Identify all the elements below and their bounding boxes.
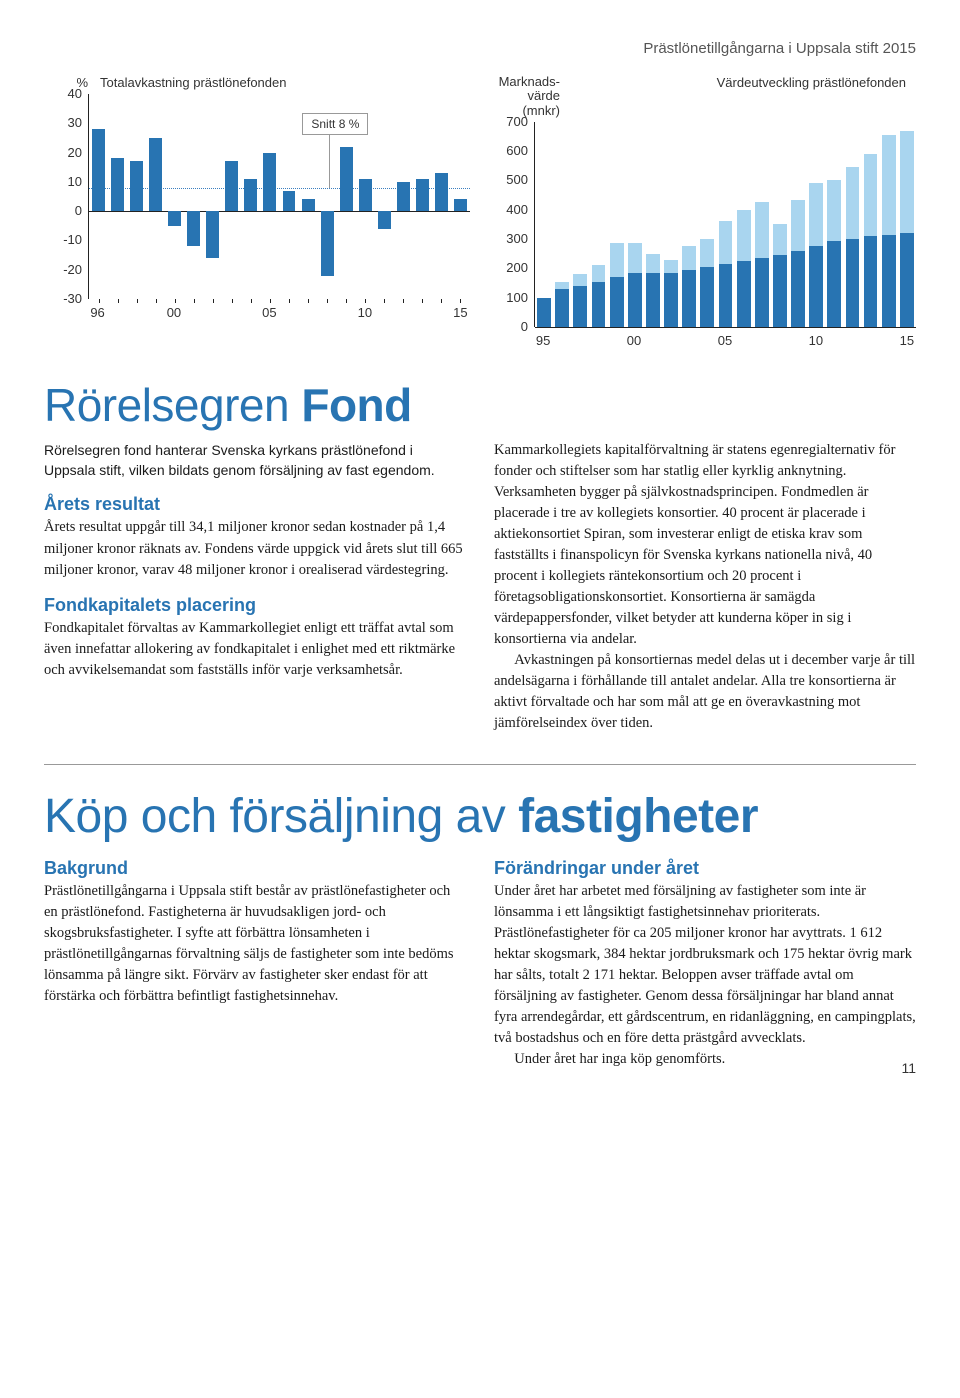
section-fond: Rörelsegren Fond Rörelsegren fond hanter… <box>44 378 916 734</box>
heading-forandringar: Förändringar under året <box>494 858 916 879</box>
text-forandringar-2: Under året har inga köp genomförts. <box>494 1049 916 1070</box>
charts-row: % Totalavkastning prästlönefonden 403020… <box>44 75 916 348</box>
chart2-x-axis: 9500051015 <box>534 333 916 348</box>
chart2-ylabel: Marknads- värde (mnkr) <box>490 75 560 118</box>
heading-arets-resultat: Årets resultat <box>44 494 466 515</box>
title-light: Köp och försäljning av <box>44 790 518 843</box>
section-fond-right: Kammarkollegiets kapitalförvaltning är s… <box>494 378 916 734</box>
text-kammarkollegiet-2: Avkastningen på konsortiernas medel dela… <box>494 650 916 734</box>
chart-totalavkastning: % Totalavkastning prästlönefonden 403020… <box>44 75 470 348</box>
section-divider <box>44 764 916 765</box>
title-bold: Fond <box>301 379 411 431</box>
section-fastigheter-left: Bakgrund Prästlönetillgångarna i Uppsala… <box>44 858 466 1070</box>
chart1-title: Totalavkastning prästlönefonden <box>88 75 470 90</box>
title-bold: fastigheter <box>518 790 758 843</box>
page-number: 11 <box>901 1060 916 1076</box>
title-light: Rörelsegren <box>44 379 301 431</box>
chart1-y-axis: 403020100-10-20-30 <box>44 94 88 299</box>
chart-vardeutveckling: Marknads- värde (mnkr) Värdeutveckling p… <box>490 75 916 348</box>
text-arets-resultat: Årets resultat uppgår till 34,1 miljoner… <box>44 517 466 580</box>
heading-fondkapitalets-placering: Fondkapitalets placering <box>44 595 466 616</box>
text-forandringar-1: Under året har arbetet med försäljning a… <box>494 881 916 1049</box>
section-fastigheter-right: Förändringar under året Under året har a… <box>494 858 916 1070</box>
section-fond-title: Rörelsegren Fond <box>44 378 466 432</box>
chart2-plot <box>534 122 916 327</box>
chart2-y-axis: 7006005004003002001000 <box>490 122 534 327</box>
page-header: Prästlönetillgångarna i Uppsala stift 20… <box>44 40 916 57</box>
chart1-x-axis: 9600051015 <box>88 305 470 320</box>
section-fastigheter: Bakgrund Prästlönetillgångarna i Uppsala… <box>44 858 916 1070</box>
text-bakgrund: Prästlönetillgångarna i Uppsala stift be… <box>44 881 466 1007</box>
heading-bakgrund: Bakgrund <box>44 858 466 879</box>
chart2-title: Värdeutveckling prästlönefonden <box>560 75 916 118</box>
text-fondkapitalets-placering: Fondkapitalet förvaltas av Kammarkollegi… <box>44 618 466 681</box>
section-fond-left: Rörelsegren Fond Rörelsegren fond hanter… <box>44 378 466 734</box>
chart1-plot: Snitt 8 % <box>88 94 470 299</box>
section-fond-intro: Rörelsegren fond hanterar Svenska kyrkan… <box>44 440 466 481</box>
section-fastigheter-title: Köp och försäljning av fastigheter <box>44 789 916 844</box>
text-kammarkollegiet-1: Kammarkollegiets kapitalförvaltning är s… <box>494 440 916 650</box>
